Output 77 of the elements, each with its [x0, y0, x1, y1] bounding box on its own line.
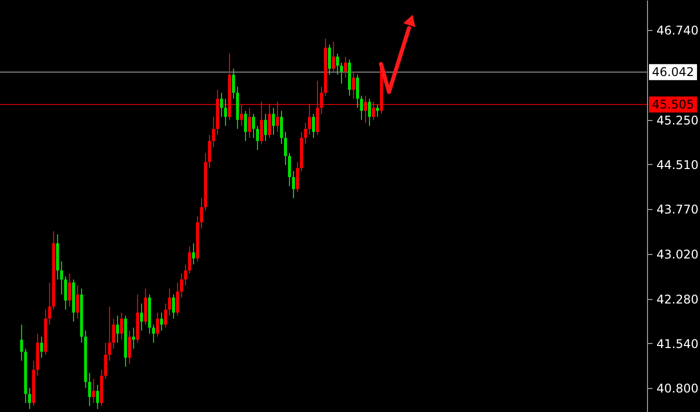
- candlestick: [292, 170, 296, 199]
- candlestick: [264, 113, 268, 142]
- candlestick: [128, 330, 132, 364]
- candlestick: [288, 152, 292, 187]
- candlestick: [40, 336, 44, 358]
- candlestick: [336, 53, 339, 76]
- candlestick: [308, 104, 312, 136]
- y-tick-label: 40.800: [656, 381, 698, 396]
- candlestick: [192, 242, 196, 265]
- candlestick: [176, 282, 180, 316]
- candlestick: [332, 41, 335, 72]
- candlestick: [116, 315, 120, 344]
- candlestick: [320, 86, 323, 114]
- candlestick: [224, 98, 228, 126]
- candlestick: [20, 324, 24, 362]
- candlestick: [244, 110, 248, 142]
- candlestick: [372, 101, 375, 120]
- candlestick: [60, 260, 64, 296]
- candlestick: [68, 272, 72, 308]
- candlestick: [368, 98, 371, 126]
- candlestick: [272, 107, 276, 136]
- y-tick-label: 43.020: [656, 248, 698, 262]
- candlestick: [120, 312, 124, 340]
- y-tick-label: 42.280: [656, 292, 698, 306]
- candlestick: [64, 276, 68, 310]
- candlestick: [132, 327, 136, 350]
- candlestick: [208, 134, 212, 169]
- y-tick-label: 41.540: [656, 336, 698, 351]
- candlestick: [212, 116, 216, 148]
- candlestick: [160, 312, 164, 332]
- candlestick: [112, 318, 116, 350]
- candlestick: [104, 342, 108, 380]
- candlestick: [360, 95, 363, 120]
- candlestick: [260, 101, 264, 144]
- candlestick: [340, 62, 343, 84]
- candlestick: [252, 113, 256, 138]
- y-tick-label: 45.250: [656, 113, 698, 128]
- candlestick: [164, 303, 168, 328]
- candlestick: [232, 68, 236, 100]
- candlestick: [296, 162, 300, 193]
- candlestick: [156, 312, 160, 338]
- y-tick-label: 43.770: [656, 202, 698, 217]
- candlestick: [312, 113, 316, 138]
- candlestick: [248, 107, 252, 138]
- candlestick: [168, 288, 172, 316]
- y-tick-label: 46.740: [656, 24, 698, 38]
- candlestick: [48, 282, 52, 326]
- candlestick: [172, 294, 176, 320]
- candlestick: [188, 246, 192, 274]
- candlestick: [344, 56, 347, 78]
- candlestick: [268, 104, 272, 138]
- candlestick: [88, 372, 92, 406]
- candlestick: [76, 285, 80, 320]
- candlestick: [364, 95, 367, 124]
- candlestick: [220, 92, 224, 118]
- ref-line-label: 45.505: [652, 98, 694, 112]
- candlestick: [96, 384, 100, 410]
- ref-line-label: 46.042: [652, 65, 694, 80]
- candlestick: [328, 44, 331, 76]
- candlestick: [152, 324, 156, 344]
- candlestick: [276, 101, 280, 132]
- candlestick: [284, 131, 288, 166]
- candlestick: [140, 303, 144, 332]
- candlestick: [356, 74, 359, 108]
- candlestick: [352, 71, 355, 100]
- candlestick: [304, 122, 308, 144]
- candlestick: [200, 198, 204, 229]
- y-tick-label: 44.510: [656, 158, 698, 172]
- candlestick: [280, 110, 284, 144]
- candlestick: [92, 378, 96, 404]
- candlestick: [256, 125, 260, 150]
- candlestick: [28, 387, 32, 410]
- candlestick: [184, 264, 188, 286]
- candlestick: [376, 104, 379, 118]
- candlestick: [108, 306, 112, 362]
- candlestick: [240, 104, 244, 126]
- candlestick: [180, 272, 184, 298]
